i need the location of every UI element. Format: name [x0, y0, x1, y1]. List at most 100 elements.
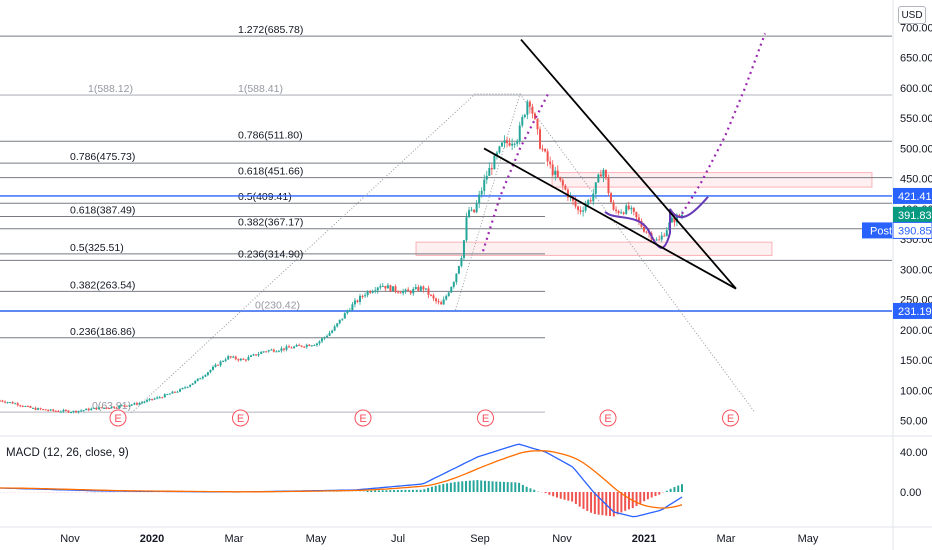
- candle-body: [675, 214, 678, 223]
- candle-body: [277, 350, 280, 352]
- candle-body: [485, 175, 488, 180]
- candle-body: [488, 168, 491, 176]
- candle-body: [52, 409, 55, 411]
- candle-body: [4, 401, 7, 403]
- candle-body: [186, 386, 189, 388]
- candle-body: [267, 350, 270, 352]
- candle-body: [158, 397, 161, 399]
- candle-body: [404, 289, 407, 292]
- candle-body: [39, 408, 42, 410]
- price-axis-tick: 300.00: [900, 264, 932, 276]
- candle-body: [227, 356, 230, 360]
- earnings-marker-label: E: [359, 413, 366, 425]
- candle-body: [409, 291, 412, 294]
- candle-body: [602, 169, 605, 177]
- candle-body: [435, 298, 438, 302]
- candle-body: [11, 402, 14, 404]
- candle-body: [262, 351, 265, 353]
- candle-body: [206, 372, 209, 376]
- candle-body: [171, 391, 174, 394]
- signal-line: [0, 450, 683, 509]
- candle-body: [310, 345, 313, 347]
- candle-body: [333, 326, 336, 331]
- candle-body: [460, 257, 463, 267]
- candle-body: [57, 411, 60, 413]
- candle-body: [331, 330, 334, 333]
- candle-body: [303, 346, 306, 348]
- candle-body: [561, 180, 564, 186]
- candle-body: [343, 313, 346, 319]
- candle-body: [579, 209, 582, 212]
- candle-body: [526, 101, 529, 115]
- candle-body: [326, 335, 329, 338]
- time-axis-tick: 2021: [632, 533, 656, 545]
- candle-body: [424, 288, 427, 290]
- candle-body: [140, 402, 143, 404]
- time-axis-tick: Nov: [552, 533, 572, 545]
- price-tag: [893, 302, 932, 319]
- candle-body: [265, 351, 268, 353]
- candle-body: [209, 369, 212, 373]
- price-tag-post: [892, 221, 932, 239]
- candle-body: [419, 286, 422, 291]
- wedge-upper-line: [520, 39, 737, 290]
- earnings-marker: [354, 409, 372, 427]
- candle-body: [37, 408, 40, 410]
- candle-body: [0, 400, 1, 402]
- candle-body: [189, 384, 192, 387]
- candle-body: [417, 287, 420, 291]
- candle-body: [24, 406, 27, 408]
- candle-body: [62, 409, 65, 412]
- fib-level-label: 0.5(325.51): [70, 242, 124, 254]
- candle-body: [19, 405, 22, 407]
- candle-body: [414, 287, 417, 289]
- currency-button[interactable]: USD: [898, 6, 926, 24]
- candle-body: [255, 354, 258, 356]
- candle-body: [92, 407, 95, 409]
- fib-level-label: 0.236(186.86): [70, 326, 135, 338]
- candle-body: [407, 289, 410, 292]
- candle-body: [123, 405, 126, 407]
- candle-body: [427, 288, 430, 295]
- price-axis-tick: 500.00: [900, 143, 932, 155]
- candle-body: [412, 288, 415, 294]
- candle-body: [320, 338, 323, 342]
- candle-body: [105, 407, 108, 409]
- price-tag-value: 391.83: [898, 210, 932, 222]
- candle-body: [670, 217, 673, 223]
- candle-body: [399, 292, 402, 294]
- candle-body: [379, 286, 382, 288]
- candle-body: [318, 341, 321, 344]
- candle-body: [31, 407, 34, 409]
- candle-body: [678, 214, 681, 217]
- candle-body: [470, 209, 473, 211]
- fib-level-label: 1.272(685.78): [238, 24, 303, 36]
- candle-body: [673, 217, 676, 223]
- candle-body: [478, 194, 481, 204]
- candle-body: [620, 212, 623, 214]
- candle-body: [252, 354, 255, 356]
- candle-body: [118, 405, 121, 408]
- candle-body: [305, 344, 308, 347]
- candle-body: [272, 349, 275, 352]
- candle-body: [293, 346, 296, 349]
- fib-level-label: 0.382(263.54): [70, 279, 135, 291]
- candle-body: [498, 146, 501, 153]
- price-tag-post-value: 390.85: [898, 225, 932, 237]
- candle-body: [599, 174, 602, 177]
- candle-body: [146, 400, 149, 402]
- candle-body: [447, 292, 450, 296]
- price-axis-tick: 450.00: [900, 174, 932, 186]
- candle-body: [100, 407, 103, 409]
- macd-axis-tick: 0.00: [900, 487, 921, 499]
- candle-body: [455, 273, 458, 283]
- candle-body: [336, 323, 339, 327]
- candle-body: [536, 118, 539, 130]
- price-axis-tick: 550.00: [900, 113, 932, 125]
- macd-histogram: [0, 480, 683, 517]
- candle-body: [179, 389, 182, 392]
- candle-body: [275, 351, 278, 353]
- candle-body: [211, 366, 214, 370]
- candle-body: [163, 394, 166, 398]
- candle-body: [130, 404, 133, 406]
